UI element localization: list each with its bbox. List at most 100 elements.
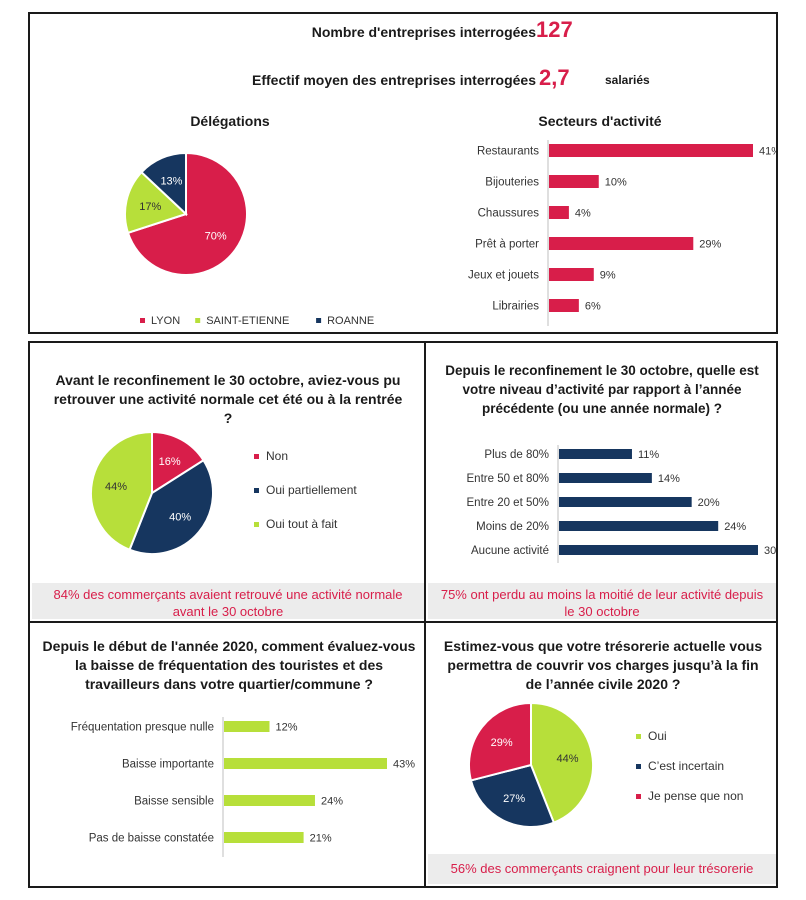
pie-slice-oui-partiellement: [128, 458, 214, 555]
pie-label-c-est-incertain: 27%: [503, 793, 525, 805]
activity-before-pie-chart: 16% 40% 44% Non Oui partiellement Oui tout à …: [90, 430, 357, 555]
staff-value: 2,7: [539, 65, 570, 90]
activity-before-panel: Avant le reconfinement le 30 octobre, av…: [28, 341, 426, 623]
treasury-note: 56% des commerçants craignent pour leur …: [428, 854, 776, 884]
activity-since-title: Depuis le reconfinement le 30 octobre, q…: [445, 363, 759, 416]
treasury-title: Estimez-vous que votre trésorerie actuel…: [443, 638, 763, 692]
bar-restaurants: [549, 144, 753, 157]
treasury-panel: Estimez-vous que votre trésorerie actuel…: [424, 621, 778, 888]
bar-entre-20-et-50: [559, 497, 692, 507]
legend-swatch-oui: [636, 734, 641, 739]
category-label-entre-20-et-50: Entre 20 et 50%: [467, 497, 549, 509]
category-label-pas-de-baisse-constatee: Pas de baisse constatée: [89, 833, 214, 845]
category-label-aucune-activite: Aucune activité: [471, 545, 549, 557]
category-label-chaussures: Chaussures: [478, 208, 540, 220]
activity-since-bar-chart: Plus de 80% 11% Entre 50 et 80% 14% Entre 20…: [467, 445, 776, 563]
value-label-chaussures: 4%: [575, 208, 591, 220]
pie-slice-oui-tout-a-fait: [90, 430, 153, 552]
legend-label-c-est-incertain: C’est incertain: [648, 759, 724, 773]
pie-label-oui: 44%: [557, 753, 579, 765]
value-label-restaurants: 41%: [759, 146, 776, 158]
value-label-entre-50-et-80: 14%: [658, 473, 680, 485]
category-label-frequentation-presque-nulle: Fréquentation presque nulle: [71, 722, 214, 734]
pie-slice-oui: [530, 701, 594, 824]
pie-label-roanne: 13%: [160, 175, 182, 187]
legend-label-lyon: LYON: [151, 315, 180, 327]
legend-swatch-lyon: [140, 318, 145, 323]
sectors-title: Secteurs d'activité: [538, 113, 662, 129]
activity-since-note: 75% ont perdu au moins la moitié de leur…: [428, 583, 776, 619]
value-label-aucune-activite: 30%: [764, 545, 776, 557]
frequentation-title: Depuis le début de l'année 2020, comment…: [42, 638, 416, 692]
pie-slice-je-pense-que-non: [468, 701, 532, 782]
staff-label: Effectif moyen des entreprises interrogé…: [252, 72, 536, 88]
legend-swatch-saint-etienne: [195, 318, 201, 323]
bar-entre-50-et-80: [559, 473, 652, 483]
category-label-baisse-importante: Baisse importante: [122, 759, 214, 771]
bar-plus-de-80: [559, 449, 632, 459]
pie-slice-roanne: [140, 151, 187, 217]
value-label-pas-de-baisse-constatee: 21%: [310, 833, 332, 845]
pie-label-je-pense-que-non: 29%: [491, 737, 513, 749]
legend-label-oui-partiellement: Oui partiellement: [266, 483, 357, 497]
category-label-bijouteries: Bijouteries: [485, 177, 539, 189]
legend-label-oui-tout-a-fait: Oui tout à fait: [266, 517, 338, 531]
category-label-jeux-et-jouets: Jeux et jouets: [468, 270, 539, 282]
pie-label-oui-partiellement: 40%: [169, 511, 191, 523]
value-label-entre-20-et-50: 20%: [698, 497, 720, 509]
bar-jeux-et-jouets: [549, 268, 594, 281]
legend-label-roanne: ROANNE: [327, 315, 374, 327]
legend-swatch-roanne: [316, 318, 322, 323]
legend-swatch-c-est-incertain: [636, 764, 641, 769]
respondents-label: Nombre d'entreprises interrogées: [311, 24, 536, 40]
pie-slice-c-est-incertain: [469, 763, 556, 828]
legend-label-oui: Oui: [648, 729, 667, 743]
pie-label-saint-etienne: 17%: [139, 201, 161, 213]
delegations-title: Délégations: [190, 113, 270, 129]
bar-aucune-activite: [559, 545, 758, 555]
staff-unit: salariés: [605, 73, 650, 87]
bar-pas-de-baisse-constatee: [224, 832, 304, 843]
bar-baisse-sensible: [224, 795, 315, 806]
bar-baisse-importante: [224, 758, 387, 769]
bar-moins-de-20: [559, 521, 719, 531]
category-label-librairies: Librairies: [492, 301, 539, 313]
bar-pret-a-porter: [549, 237, 694, 250]
legend-swatch-oui-tout-a-fait: [254, 522, 259, 527]
activity-before-note: 84% des commerçants avaient retrouvé une…: [32, 583, 424, 619]
pie-slice-non: [151, 430, 205, 495]
category-label-pret-a-porter: Prêt à porter: [475, 239, 539, 251]
respondents-value: 127: [536, 17, 573, 42]
value-label-baisse-importante: 43%: [393, 759, 415, 771]
bar-frequentation-presque-nulle: [224, 721, 270, 732]
value-label-pret-a-porter: 29%: [699, 239, 721, 251]
pie-slice-lyon: [126, 151, 248, 276]
bar-bijouteries: [549, 175, 599, 188]
activity-since-panel: Depuis le reconfinement le 30 octobre, q…: [424, 341, 778, 623]
value-label-baisse-sensible: 24%: [321, 796, 343, 808]
pie-label-lyon: 70%: [205, 231, 227, 243]
category-label-entre-50-et-80: Entre 50 et 80%: [467, 473, 549, 485]
value-label-bijouteries: 10%: [605, 177, 627, 189]
pie-slice-saint-etienne: [124, 170, 188, 235]
summary-panel: Nombre d'entreprises interrogées 127 Eff…: [28, 12, 778, 334]
legend-label-saint-etienne: SAINT-ETIENNE: [206, 315, 289, 327]
bar-chaussures: [549, 206, 569, 219]
value-label-jeux-et-jouets: 9%: [600, 270, 616, 282]
category-label-restaurants: Restaurants: [477, 146, 539, 158]
pie-label-oui-tout-a-fait: 44%: [105, 481, 127, 493]
value-label-plus-de-80: 11%: [638, 449, 659, 461]
value-label-frequentation-presque-nulle: 12%: [275, 722, 297, 734]
treasury-pie-chart: 44% 27% 29% Oui C’est incertain Je pense que …: [468, 701, 743, 828]
frequentation-panel: Depuis le début de l'année 2020, comment…: [28, 621, 426, 888]
sectors-bar-chart: Restaurants 41% Bijouteries 10% Chaussures 4%…: [468, 140, 776, 326]
bar-librairies: [549, 299, 579, 312]
legend-label-je-pense-que-non: Je pense que non: [648, 789, 743, 803]
legend-label-non: Non: [266, 449, 288, 463]
frequentation-bar-chart: Fréquentation presque nulle 12% Baisse imp…: [71, 717, 415, 857]
value-label-moins-de-20: 24%: [724, 521, 746, 533]
value-label-librairies: 6%: [585, 301, 601, 313]
category-label-plus-de-80: Plus de 80%: [484, 449, 549, 461]
activity-before-title: Avant le reconfinement le 30 octobre, av…: [53, 372, 403, 426]
legend-swatch-je-pense-que-non: [636, 794, 641, 799]
